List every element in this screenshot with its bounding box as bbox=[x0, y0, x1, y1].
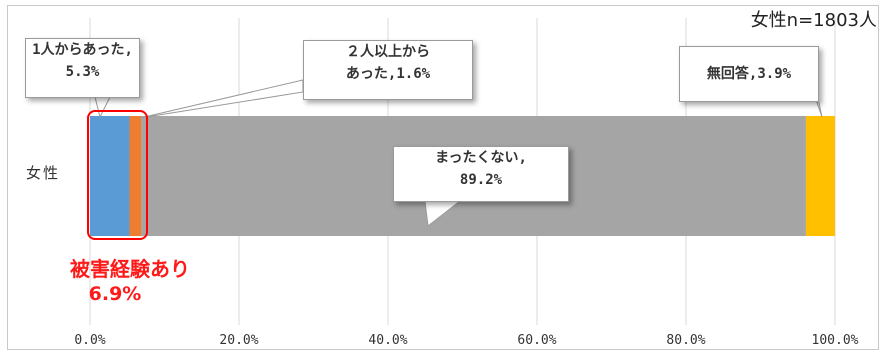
victim-experience-highlight-box bbox=[87, 110, 148, 240]
bar-segment bbox=[90, 116, 130, 236]
victim-experience-label: 被害経験あり bbox=[70, 257, 190, 281]
x-tick-label: 20.0% bbox=[219, 333, 259, 348]
callout-two-line1: ２人以上から bbox=[346, 44, 430, 60]
callout-no-answer: 無回答,3.9% bbox=[679, 46, 819, 102]
callout-one-line2: 5.3% bbox=[65, 64, 100, 80]
bar-segment bbox=[129, 116, 142, 236]
sample-size-note: 女性n=1803人 bbox=[750, 10, 877, 31]
x-tick-label: 60.0% bbox=[517, 333, 557, 348]
callout-none: まったくない, 89.2% bbox=[393, 146, 569, 202]
callout-two-or-more: ２人以上から あった,1.6% bbox=[303, 40, 473, 100]
victim-experience-value: 6.9% bbox=[88, 283, 142, 305]
callout-na-line1: 無回答,3.9% bbox=[706, 66, 792, 82]
bar-segment bbox=[805, 116, 835, 236]
x-tick-label: 80.0% bbox=[666, 333, 706, 348]
category-label: 女性 bbox=[26, 164, 61, 182]
x-tick-label: 40.0% bbox=[368, 333, 408, 348]
callout-one-line1: 1人からあった, bbox=[32, 42, 133, 58]
callout-one-person: 1人からあった, 5.3% bbox=[25, 38, 140, 98]
x-tick-label: 100.0% bbox=[811, 333, 859, 348]
callout-pointer bbox=[139, 79, 304, 119]
callout-none-line2: 89.2% bbox=[459, 172, 503, 188]
callout-two-line2: あった,1.6% bbox=[345, 66, 431, 82]
x-tick-label: 0.0% bbox=[74, 333, 106, 348]
chart-frame bbox=[7, 5, 879, 350]
callout-none-line1: まったくない, bbox=[435, 150, 527, 166]
